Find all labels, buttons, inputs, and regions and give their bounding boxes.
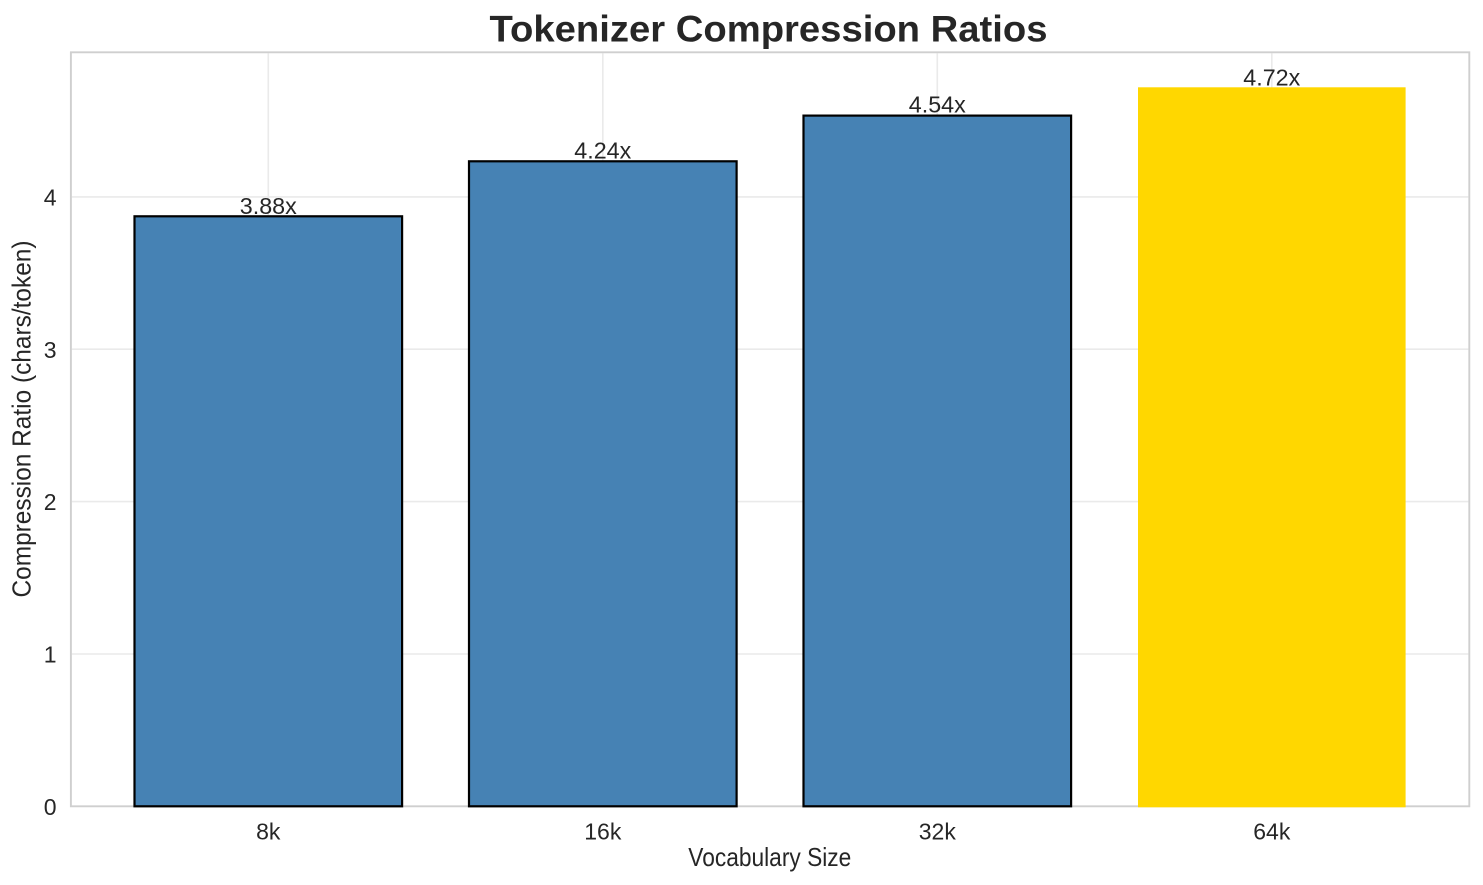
svg-text:1: 1 (44, 642, 57, 668)
svg-text:3: 3 (44, 337, 57, 363)
svg-text:4: 4 (44, 185, 57, 211)
svg-text:8k: 8k (256, 818, 281, 844)
svg-text:16k: 16k (584, 818, 622, 844)
svg-text:Compression Ratio (chars/token: Compression Ratio (chars/token) (7, 241, 37, 598)
svg-text:Tokenizer Compression Ratios: Tokenizer Compression Ratios (490, 8, 1048, 49)
svg-text:4.24x: 4.24x (574, 137, 632, 163)
svg-text:4.54x: 4.54x (909, 92, 967, 118)
svg-text:3.88x: 3.88x (240, 193, 298, 219)
svg-text:4.72x: 4.72x (1243, 64, 1301, 90)
svg-text:0: 0 (44, 794, 57, 820)
svg-text:32k: 32k (919, 818, 957, 844)
svg-text:2: 2 (44, 489, 57, 515)
svg-text:Vocabulary Size: Vocabulary Size (688, 842, 851, 872)
svg-text:64k: 64k (1253, 818, 1291, 844)
